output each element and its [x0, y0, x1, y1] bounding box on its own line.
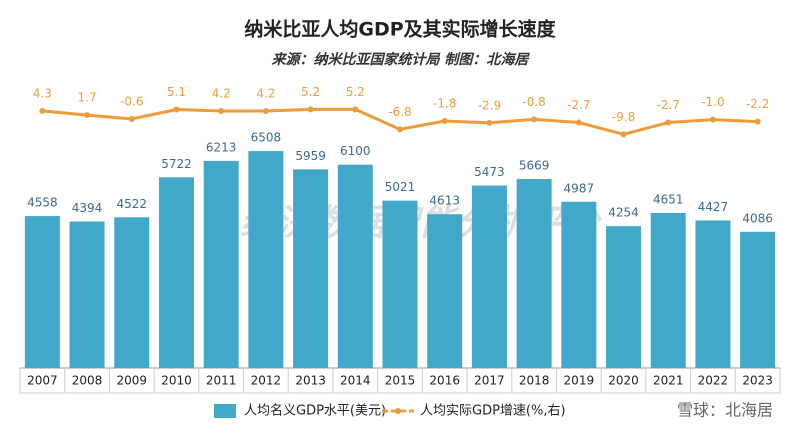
- bar: [114, 217, 150, 368]
- x-tick-label: 2023: [742, 374, 773, 388]
- line-value-label: 5.2: [346, 85, 365, 99]
- bar-value-label: 4987: [564, 181, 595, 195]
- line-value-label: 4.2: [212, 87, 231, 101]
- legend-label: 人均实际GDP增速(%,右): [420, 404, 566, 419]
- bar: [382, 200, 418, 368]
- line-point: [352, 106, 359, 113]
- bar: [69, 221, 105, 368]
- chart-subtitle: 来源：纳米比亚国家统计局 制图：北海居: [272, 51, 531, 68]
- x-tick-label: 2015: [385, 374, 416, 388]
- line-point: [218, 108, 225, 114]
- line-point: [173, 106, 180, 113]
- line-value-label: -0.8: [522, 95, 545, 109]
- x-tick-label: 2022: [698, 374, 729, 388]
- line-point: [84, 112, 91, 119]
- line-value-label: -2.9: [478, 98, 501, 112]
- x-tick-label: 2020: [608, 374, 639, 388]
- line-value-label: 4.3: [33, 86, 52, 100]
- bar-value-label: 4651: [653, 192, 684, 206]
- bar: [471, 185, 507, 368]
- bar-value-label: 6508: [251, 131, 282, 145]
- bar-value-label: 4086: [742, 211, 773, 225]
- bar-value-label: 4427: [698, 200, 729, 214]
- legend-swatch: [214, 404, 236, 418]
- x-tick-label: 2016: [429, 374, 460, 388]
- bar-value-label: 4613: [429, 194, 460, 208]
- bar: [24, 216, 60, 368]
- bar-value-label: 5473: [474, 165, 505, 179]
- x-tick-label: 2014: [340, 374, 371, 388]
- line-point: [665, 119, 672, 126]
- bar: [427, 214, 463, 368]
- line-point: [307, 106, 314, 113]
- line-point: [441, 118, 448, 124]
- x-tick-label: 2010: [161, 374, 192, 388]
- line-value-label: -9.8: [612, 110, 635, 124]
- bar: [695, 220, 731, 368]
- line-value-label: -2.7: [567, 98, 590, 112]
- line-value-label: -2.2: [746, 97, 769, 111]
- line-value-label: 1.7: [78, 91, 97, 105]
- line-point: [575, 119, 582, 126]
- bar-value-label: 5021: [385, 180, 416, 194]
- line-value-label: 5.1: [167, 85, 186, 99]
- bar-value-label: 4254: [608, 206, 639, 220]
- bar: [516, 179, 552, 368]
- line-point: [39, 107, 46, 114]
- x-tick-label: 2021: [653, 374, 684, 388]
- x-tick-label: 2011: [206, 374, 237, 388]
- bar: [158, 177, 194, 368]
- line-point: [486, 119, 493, 126]
- bar: [203, 160, 239, 368]
- x-tick-label: 2009: [116, 374, 147, 388]
- legend-label: 人均名义GDP水平(美元): [244, 403, 386, 419]
- line-point: [531, 116, 538, 123]
- bar-value-label: 4558: [27, 196, 58, 210]
- x-tick-label: 2012: [251, 374, 282, 388]
- bar: [248, 151, 284, 368]
- x-tick-label: 2018: [519, 374, 550, 388]
- bar: [650, 212, 686, 368]
- line-point: [754, 118, 761, 125]
- bar-value-label: 5959: [295, 149, 326, 163]
- line-value-label: -2.7: [657, 98, 680, 112]
- bar-value-label: 5722: [161, 157, 192, 171]
- source-watermark: 雪球：北海居: [677, 401, 773, 420]
- line-point: [709, 116, 716, 123]
- line-point: [620, 131, 627, 138]
- bar: [293, 169, 329, 368]
- bar: [740, 231, 776, 368]
- bar-value-label: 6213: [206, 140, 237, 154]
- x-tick-label: 2017: [474, 374, 505, 388]
- bar: [337, 164, 373, 368]
- bar: [561, 201, 597, 368]
- line-value-label: -1.0: [701, 95, 724, 109]
- line-value-label: -0.6: [120, 95, 143, 109]
- line-value-label: -1.8: [433, 97, 456, 111]
- line-value-label: -6.8: [388, 105, 411, 119]
- bar-value-label: 6100: [340, 144, 371, 158]
- line-point: [397, 126, 403, 133]
- bar: [606, 226, 642, 368]
- bar-value-label: 4522: [116, 197, 147, 211]
- bar-value-label: 4394: [72, 201, 103, 215]
- line-point: [262, 108, 269, 114]
- x-tick-label: 2007: [27, 374, 58, 388]
- line-point: [128, 116, 135, 122]
- x-tick-label: 2008: [72, 374, 103, 388]
- chart-title: 纳米比亚人均GDP及其实际增长速度: [244, 18, 556, 41]
- line-value-label: 5.2: [301, 85, 320, 99]
- bar-value-label: 5669: [519, 159, 550, 173]
- x-tick-label: 2019: [564, 374, 595, 388]
- line-value-label: 4.2: [256, 87, 275, 101]
- legend-swatch-point: [395, 408, 401, 414]
- x-tick-label: 2013: [295, 374, 326, 388]
